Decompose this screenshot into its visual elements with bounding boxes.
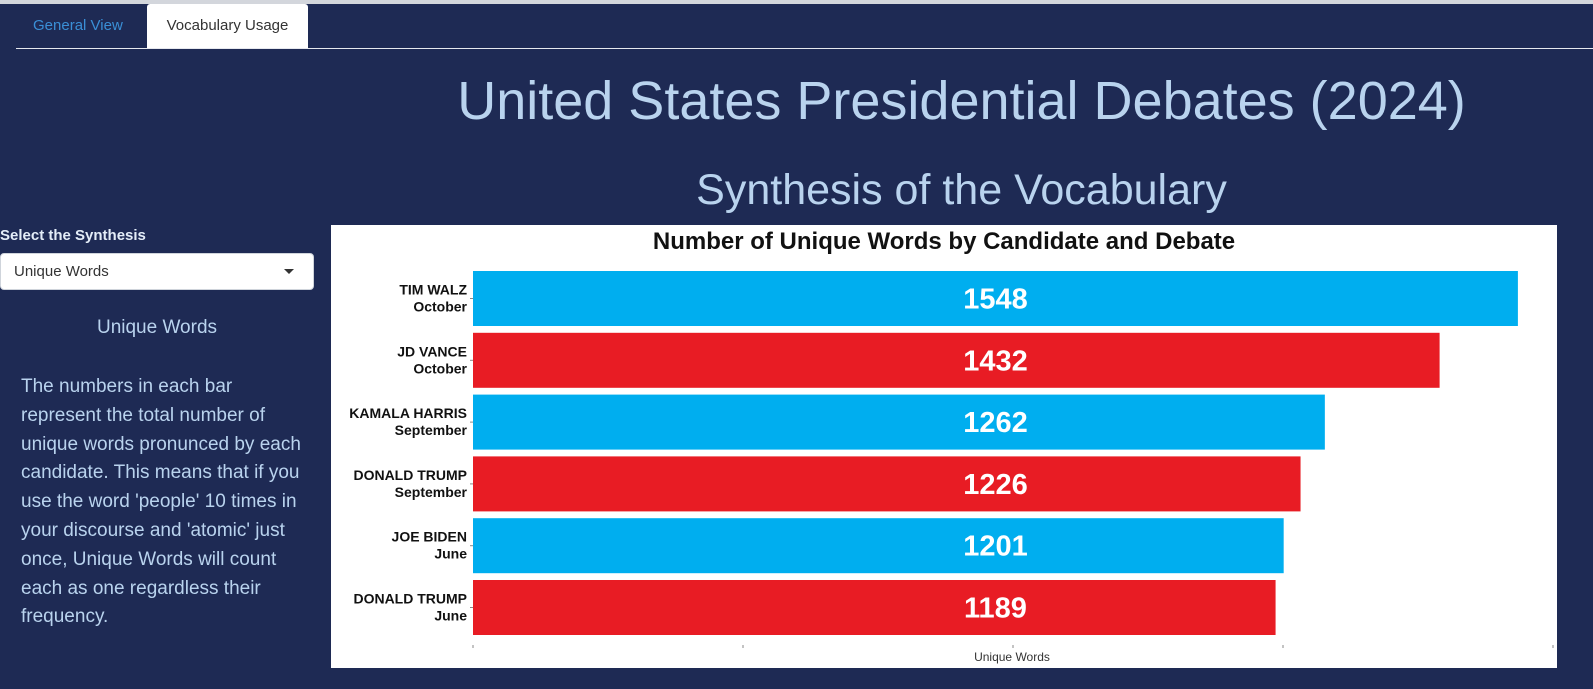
category-debate-label: September	[395, 422, 468, 438]
chart-title: Number of Unique Words by Candidate and …	[653, 228, 1235, 255]
bar	[473, 394, 1325, 450]
synthesis-select-label: Select the Synthesis	[0, 227, 146, 244]
tab-general-view[interactable]: General View	[33, 17, 123, 34]
bar-value-label: 1432	[963, 345, 1028, 377]
category-tick-label: DONALD TRUMP	[353, 467, 467, 483]
category-debate-label: September	[395, 484, 468, 500]
chevron-down-icon	[284, 269, 294, 274]
chart-panel: Number of Unique Words by Candidate and …	[331, 225, 1557, 668]
window-top-border	[0, 0, 1593, 4]
x-axis-label: Unique Words	[974, 650, 1050, 664]
category-debate-label: October	[413, 360, 467, 376]
synthesis-heading: Unique Words	[96, 317, 218, 338]
bar-value-label: 1189	[964, 593, 1027, 625]
bar	[473, 580, 1276, 635]
category-tick-label: TIM WALZ	[399, 282, 467, 298]
bar-value-label: 1262	[963, 407, 1028, 439]
x-axis	[470, 298, 1554, 648]
page-title: United States Presidential Debates (2024…	[457, 71, 1466, 131]
synthesis-select[interactable]: Unique Words	[0, 253, 314, 290]
bar-value-label: 1226	[963, 469, 1028, 501]
category-tick-label: JD VANCE	[397, 343, 467, 359]
bar-value-label: 1548	[963, 284, 1028, 316]
unique-words-chart: Number of Unique Words by Candidate and …	[349, 228, 1554, 664]
category-debate-label: October	[413, 299, 467, 315]
category-tick-label: DONALD TRUMP	[353, 591, 467, 607]
bar-value-label: 1201	[963, 531, 1028, 563]
bar	[473, 271, 1518, 326]
bar	[473, 456, 1301, 512]
synthesis-select-value: Unique Words	[14, 263, 109, 280]
tab-bar: General View Vocabulary Usage	[16, 4, 1593, 49]
category-tick-label: KAMALA HARRIS	[349, 405, 467, 421]
bar	[473, 332, 1440, 388]
bar	[473, 518, 1284, 574]
category-tick-label: JOE BIDEN	[392, 529, 467, 545]
page-subtitle: Synthesis of the Vocabulary	[696, 166, 1227, 214]
synthesis-description: The numbers in each bar represent the to…	[21, 376, 301, 628]
tab-vocabulary-usage[interactable]: Vocabulary Usage	[147, 4, 308, 48]
category-debate-label: June	[434, 546, 467, 562]
category-debate-label: June	[434, 608, 467, 624]
